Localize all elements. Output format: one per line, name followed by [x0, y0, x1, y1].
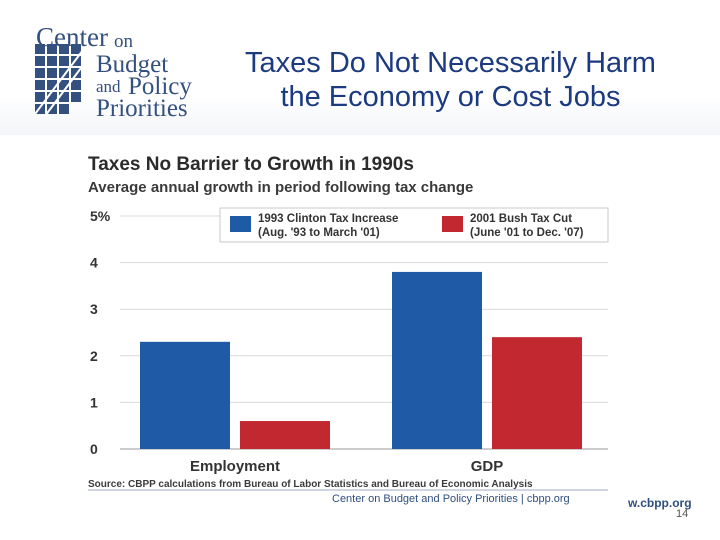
- capitol-grid-logo-icon: [35, 44, 88, 117]
- legend-swatch-clinton: [230, 216, 251, 232]
- y-tick-label: 2: [90, 348, 98, 364]
- legend-label-bush: 2001 Bush Tax Cut: [470, 213, 572, 225]
- legend-label-clinton: 1993 Clinton Tax Increase: [258, 213, 398, 225]
- bar-employment-bush: [240, 421, 330, 449]
- bar-gdp-bush: [492, 337, 582, 449]
- website-url: w.cbpp.org: [628, 496, 692, 510]
- chart-source: Source: CBPP calculations from Bureau of…: [88, 479, 533, 490]
- y-tick-label: 4: [90, 255, 98, 271]
- logo-center-text: Center: [36, 22, 108, 52]
- bar-chart: 0 1 2 3 4 5% Employment GDP 1993 Clinton Tax I…: [90, 207, 609, 475]
- legend-swatch-bush: [442, 216, 463, 232]
- slide-number: 14: [676, 508, 689, 520]
- y-tick-label: 3: [90, 301, 98, 317]
- logo-and-text: and: [96, 77, 121, 96]
- slide-title: Taxes Do Not Necessarily Harm the Econom…: [218, 46, 683, 114]
- slide-header: [0, 0, 720, 135]
- bar-gdp-clinton: [392, 271, 482, 449]
- chart-legend: 1993 Clinton Tax Increase (Aug. '93 to M…: [219, 207, 609, 243]
- cbpp-logo: Center on Budget and Policy Priorities: [10, 14, 225, 124]
- y-tick-label: 0: [90, 441, 98, 457]
- logo-budget-text: Budget: [96, 51, 169, 78]
- category-label: Employment: [190, 458, 280, 475]
- y-tick-label: 1: [90, 394, 98, 410]
- legend-detail-clinton: (Aug. '93 to March '01): [258, 227, 380, 239]
- logo-priorities-text: Priorities: [96, 95, 188, 122]
- y-tick-label: 5%: [90, 208, 111, 224]
- slide-title-line-2: the Economy or Cost Jobs: [280, 81, 621, 113]
- chart-subtitle: Average annual growth in period followin…: [88, 179, 474, 196]
- logo-on-text: on: [114, 31, 133, 52]
- legend-detail-bush: (June '01 to Dec. '07): [470, 227, 584, 239]
- chart-panel: Taxes No Barrier to Growth in 1990s Aver…: [80, 146, 620, 518]
- category-label: GDP: [471, 458, 504, 475]
- slide-title-line-1: Taxes Do Not Necessarily Harm: [245, 47, 656, 79]
- chart-credit: Center on Budget and Policy Priorities |…: [332, 493, 570, 505]
- bar-employment-clinton: [140, 341, 230, 449]
- logo-policy-text: Policy: [128, 73, 192, 100]
- credit-divider: [88, 489, 608, 491]
- chart-title: Taxes No Barrier to Growth in 1990s: [88, 154, 414, 175]
